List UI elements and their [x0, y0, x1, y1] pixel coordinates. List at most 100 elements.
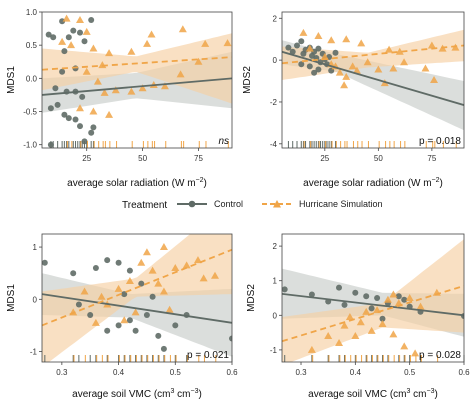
control-point: [61, 111, 68, 118]
control-point: [149, 293, 156, 300]
control-point: [47, 105, 54, 112]
y-tick-label: -2: [270, 98, 278, 107]
control-point: [155, 332, 162, 339]
control-point: [45, 31, 52, 38]
hurricane-point: [76, 104, 84, 112]
hurricane-point: [120, 316, 129, 324]
hurricane-fit-line: [42, 248, 232, 327]
hurricane-point: [352, 66, 361, 74]
control-point: [104, 327, 111, 334]
control-point: [143, 312, 150, 318]
hurricane-point: [105, 110, 114, 118]
hurricane-point: [97, 292, 106, 300]
y-axis-label: MDS1: [6, 284, 17, 312]
control-point: [306, 63, 313, 70]
hurricane-fit-line: [42, 56, 232, 71]
x-tick-label: 0.3: [56, 368, 68, 377]
y-tick-label: 2: [273, 14, 278, 23]
y-tick-label: -4: [270, 140, 278, 149]
hurricane-point: [194, 57, 203, 65]
x-tick-label: 0.6: [458, 368, 470, 377]
control-point: [104, 257, 111, 264]
control-point: [311, 69, 318, 76]
control-point: [42, 259, 48, 266]
control-point: [294, 42, 300, 49]
hurricane-point: [307, 345, 316, 353]
rug: [287, 141, 457, 148]
hurricane-point: [58, 37, 67, 45]
x-axis-label-superscript: −2: [196, 177, 204, 184]
hurricane-point: [131, 308, 140, 316]
control-point: [75, 301, 82, 308]
x-axis-label-part: average solar radiation (W m: [303, 178, 431, 189]
hurricane-point: [100, 88, 109, 96]
control-point: [368, 305, 375, 312]
hurricane-point: [395, 47, 404, 55]
hurricane-point: [363, 58, 372, 66]
hurricane-point: [299, 28, 308, 36]
significance-annotation: p = 0.021: [187, 350, 229, 361]
x-axis-label: average solar radiation (W m−2): [67, 177, 207, 189]
legend-control-marker: [188, 200, 196, 208]
y-tick-label: 1: [273, 277, 278, 286]
hurricane-point: [314, 32, 323, 40]
x-axis-label-part: average soil VMC (cm: [72, 389, 170, 400]
hurricane-point: [125, 277, 134, 285]
hurricane-point: [89, 44, 98, 52]
panel-top-left: -1.0 -0.5 0.0 0.5 1.0 25 50 75 MDS1 average solar…: [6, 8, 233, 189]
x-tick-label: 0.4: [113, 368, 125, 377]
control-point: [315, 45, 322, 52]
control-point: [65, 34, 72, 41]
rug: [50, 141, 229, 148]
x-tick-label: 0.5: [170, 368, 182, 377]
hurricane-point: [362, 307, 371, 315]
hurricane-point: [327, 36, 336, 44]
hurricane-point: [335, 68, 344, 76]
hurricane-point: [427, 41, 436, 49]
hurricane-point: [142, 248, 151, 256]
hurricane-point: [127, 87, 136, 95]
bands: [282, 239, 464, 362]
x-tick-label: 0.6: [226, 368, 238, 377]
confidence-band-hurricane: [282, 239, 464, 362]
hurricane-point: [89, 107, 98, 115]
x-axis-label-part: ): [204, 178, 207, 189]
hurricane-point: [93, 77, 102, 85]
x-tick-label: 25: [82, 154, 91, 163]
hurricane-point: [356, 318, 365, 326]
panel-bottom-right: -1 0 1 2 0.3 0.4 0.5 0.6 MDS2 average soil VMC (c…: [246, 233, 470, 400]
hurricane-fit-line: [282, 285, 464, 343]
hurricane-point: [400, 342, 409, 350]
control-point: [115, 259, 122, 266]
hurricane-point: [348, 62, 357, 70]
y-tick-label: -1: [30, 348, 38, 357]
hurricane-point: [335, 338, 344, 346]
points: [42, 243, 232, 352]
fit-lines: [42, 56, 232, 96]
control-point: [160, 345, 167, 352]
control-point: [379, 315, 386, 322]
control-point: [52, 85, 59, 92]
hurricane-point: [114, 284, 123, 292]
fit-lines: [282, 285, 464, 343]
x-axis-label-superscript: −2: [432, 177, 440, 184]
control-fit-line: [42, 293, 232, 324]
hurricane-point: [389, 64, 398, 72]
hurricane-point: [91, 318, 100, 326]
control-point: [401, 296, 408, 303]
hurricane-point: [127, 47, 136, 55]
control-point: [87, 312, 94, 318]
hurricane-point: [178, 25, 187, 33]
panel-top-right: -4 -2 0 2 25 50 75 MDS2 average solar radiation …: [242, 11, 465, 189]
y-tick-label: 0: [273, 311, 278, 320]
x-tick-label: 0.3: [295, 368, 307, 377]
hurricane-point: [138, 84, 147, 92]
y-tick-label: 2: [273, 242, 278, 251]
y-tick-label: 0: [273, 56, 278, 65]
hurricane-point: [111, 86, 120, 94]
control-point: [88, 17, 95, 23]
control-point: [92, 265, 99, 271]
hurricane-point: [82, 67, 91, 75]
control-point: [363, 293, 370, 300]
control-point: [395, 293, 402, 300]
